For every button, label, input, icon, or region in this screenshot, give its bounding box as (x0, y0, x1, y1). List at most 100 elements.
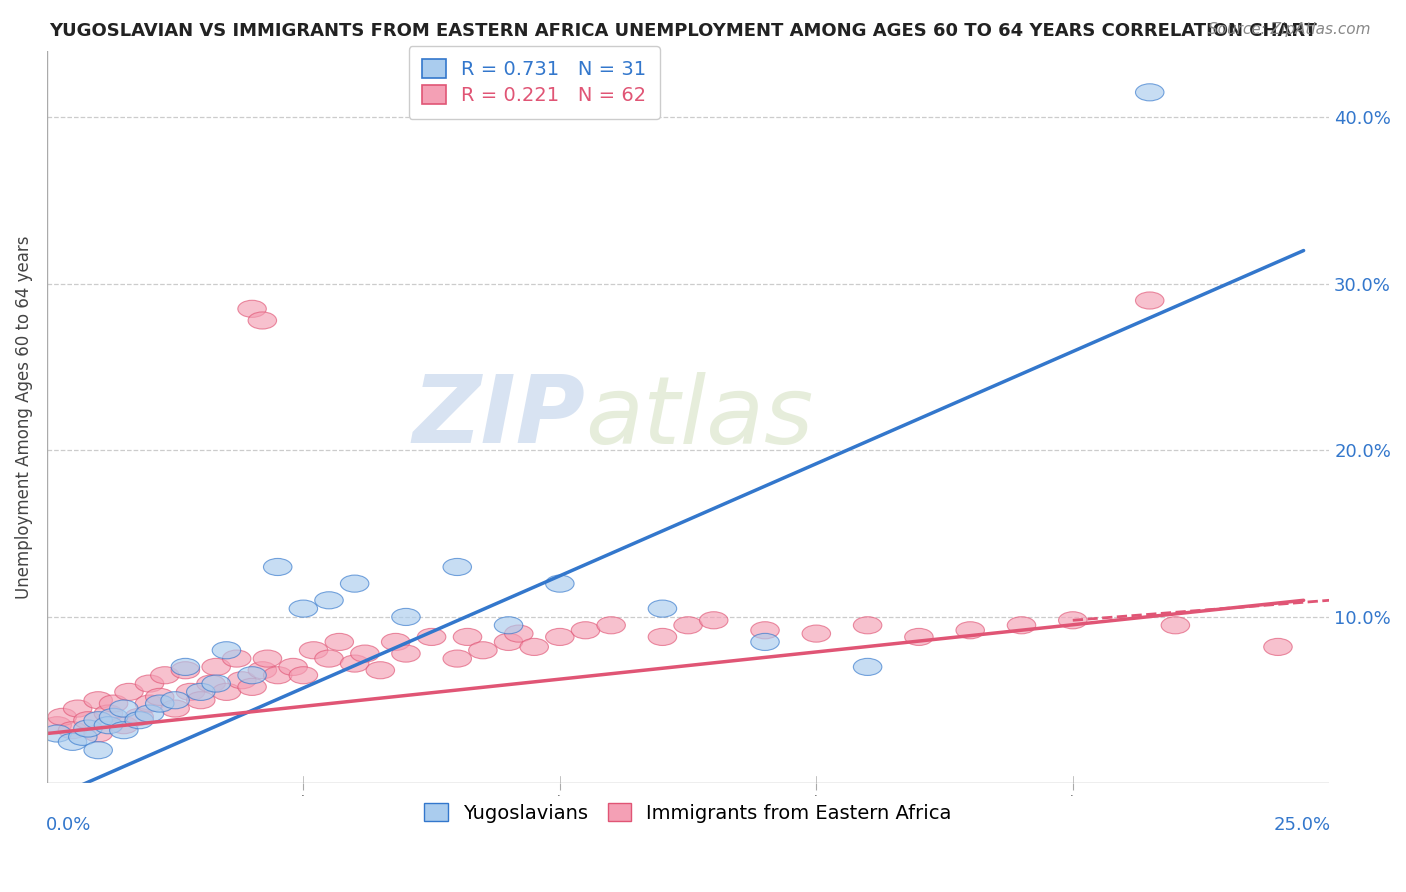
Ellipse shape (381, 633, 411, 650)
Ellipse shape (202, 658, 231, 675)
Ellipse shape (135, 675, 163, 692)
Ellipse shape (247, 312, 277, 329)
Y-axis label: Unemployment Among Ages 60 to 64 years: Unemployment Among Ages 60 to 64 years (15, 235, 32, 599)
Ellipse shape (340, 655, 368, 673)
Ellipse shape (443, 558, 471, 575)
Ellipse shape (160, 700, 190, 717)
Ellipse shape (110, 700, 138, 717)
Ellipse shape (145, 695, 174, 712)
Ellipse shape (853, 616, 882, 634)
Ellipse shape (315, 650, 343, 667)
Ellipse shape (904, 628, 934, 646)
Text: 25.0%: 25.0% (1274, 816, 1330, 835)
Ellipse shape (197, 675, 225, 692)
Ellipse shape (63, 700, 91, 717)
Ellipse shape (673, 616, 703, 634)
Ellipse shape (135, 695, 163, 712)
Ellipse shape (571, 622, 600, 639)
Ellipse shape (495, 633, 523, 650)
Ellipse shape (238, 666, 266, 684)
Ellipse shape (299, 641, 328, 659)
Ellipse shape (202, 675, 231, 692)
Ellipse shape (546, 575, 574, 592)
Ellipse shape (238, 301, 266, 318)
Ellipse shape (110, 716, 138, 734)
Ellipse shape (956, 622, 984, 639)
Ellipse shape (1007, 616, 1036, 634)
Ellipse shape (69, 728, 97, 746)
Ellipse shape (110, 722, 138, 739)
Ellipse shape (73, 712, 103, 729)
Ellipse shape (366, 662, 395, 679)
Ellipse shape (751, 633, 779, 650)
Ellipse shape (84, 691, 112, 709)
Ellipse shape (325, 633, 353, 650)
Ellipse shape (315, 591, 343, 609)
Ellipse shape (73, 720, 103, 737)
Ellipse shape (94, 705, 122, 723)
Ellipse shape (187, 683, 215, 700)
Ellipse shape (1264, 639, 1292, 656)
Ellipse shape (247, 662, 277, 679)
Ellipse shape (187, 691, 215, 709)
Ellipse shape (115, 683, 143, 700)
Ellipse shape (145, 689, 174, 706)
Ellipse shape (253, 650, 281, 667)
Ellipse shape (263, 558, 292, 575)
Ellipse shape (172, 658, 200, 675)
Ellipse shape (125, 712, 153, 729)
Ellipse shape (125, 708, 153, 725)
Ellipse shape (350, 645, 380, 662)
Ellipse shape (1161, 616, 1189, 634)
Ellipse shape (290, 666, 318, 684)
Ellipse shape (238, 678, 266, 696)
Text: ZIP: ZIP (412, 371, 585, 463)
Ellipse shape (648, 600, 676, 617)
Ellipse shape (520, 639, 548, 656)
Ellipse shape (495, 616, 523, 634)
Ellipse shape (44, 725, 72, 742)
Ellipse shape (212, 641, 240, 659)
Ellipse shape (160, 691, 190, 709)
Ellipse shape (1136, 292, 1164, 309)
Legend: Yugoslavians, Immigrants from Eastern Africa: Yugoslavians, Immigrants from Eastern Af… (415, 793, 962, 832)
Ellipse shape (751, 622, 779, 639)
Ellipse shape (468, 641, 498, 659)
Ellipse shape (94, 716, 122, 734)
Ellipse shape (228, 672, 256, 689)
Ellipse shape (84, 741, 112, 759)
Ellipse shape (222, 650, 250, 667)
Ellipse shape (505, 625, 533, 642)
Ellipse shape (278, 658, 308, 675)
Ellipse shape (135, 705, 163, 723)
Ellipse shape (392, 608, 420, 625)
Ellipse shape (443, 650, 471, 667)
Ellipse shape (84, 725, 112, 742)
Ellipse shape (598, 616, 626, 634)
Ellipse shape (100, 708, 128, 725)
Text: YUGOSLAVIAN VS IMMIGRANTS FROM EASTERN AFRICA UNEMPLOYMENT AMONG AGES 60 TO 64 Y: YUGOSLAVIAN VS IMMIGRANTS FROM EASTERN A… (49, 22, 1317, 40)
Ellipse shape (84, 712, 112, 729)
Ellipse shape (263, 666, 292, 684)
Ellipse shape (212, 683, 240, 700)
Ellipse shape (1059, 612, 1087, 629)
Ellipse shape (801, 625, 831, 642)
Ellipse shape (44, 716, 72, 734)
Ellipse shape (100, 695, 128, 712)
Ellipse shape (418, 628, 446, 646)
Ellipse shape (1136, 84, 1164, 101)
Text: Source: ZipAtlas.com: Source: ZipAtlas.com (1208, 22, 1371, 37)
Text: atlas: atlas (585, 372, 814, 463)
Ellipse shape (172, 662, 200, 679)
Ellipse shape (150, 666, 179, 684)
Ellipse shape (546, 628, 574, 646)
Ellipse shape (290, 600, 318, 617)
Ellipse shape (58, 733, 87, 750)
Ellipse shape (58, 722, 87, 739)
Ellipse shape (699, 612, 728, 629)
Ellipse shape (648, 628, 676, 646)
Ellipse shape (48, 708, 76, 725)
Text: 0.0%: 0.0% (45, 816, 91, 835)
Ellipse shape (176, 683, 205, 700)
Ellipse shape (340, 575, 368, 592)
